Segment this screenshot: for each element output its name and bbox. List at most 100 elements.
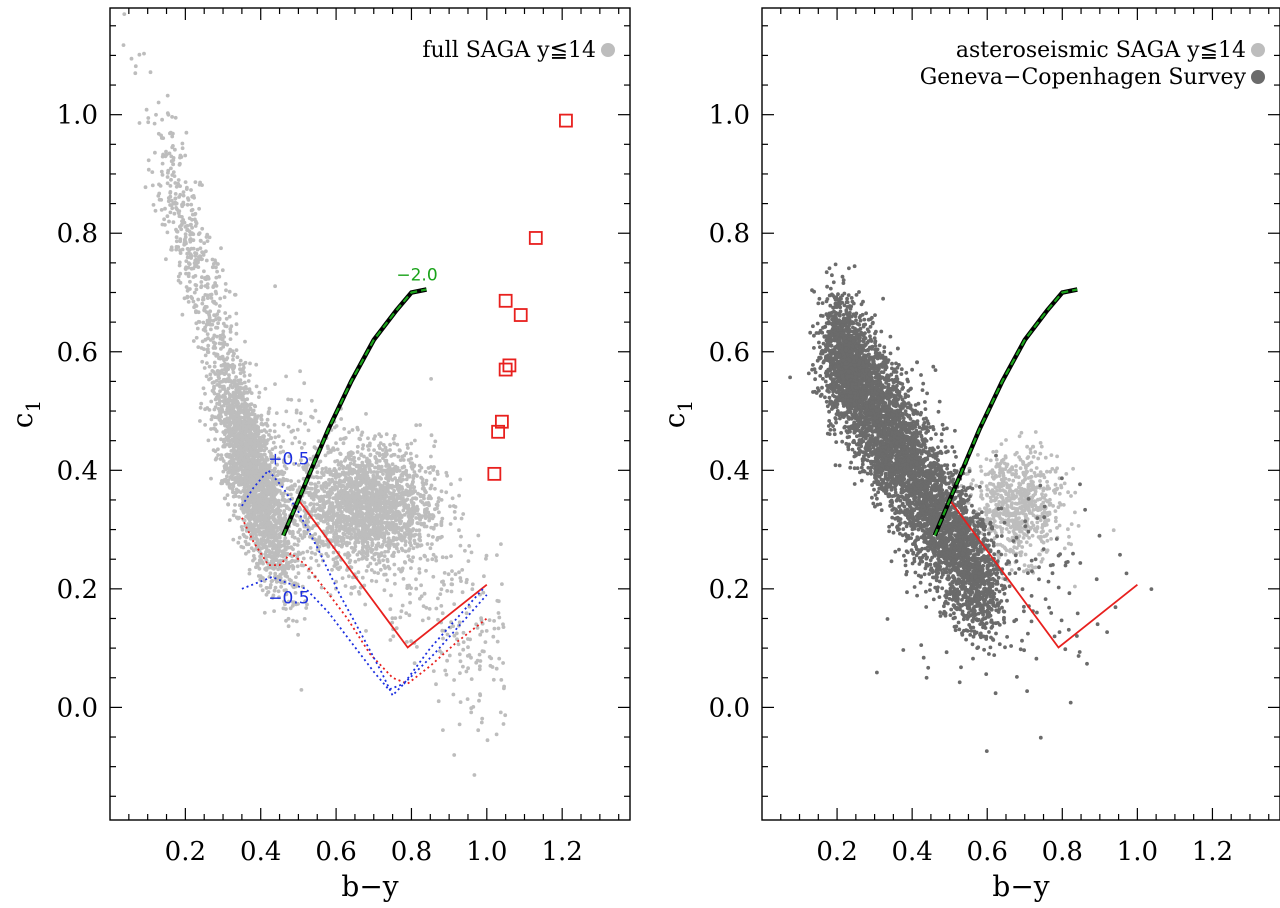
scatter-point bbox=[178, 280, 183, 285]
scatter-point bbox=[317, 535, 322, 540]
scatter-point bbox=[209, 399, 214, 404]
scatter-point bbox=[217, 409, 222, 414]
scatter-point bbox=[257, 395, 261, 399]
scatter-point bbox=[463, 548, 467, 553]
scatter-point bbox=[261, 525, 265, 530]
scatter-point bbox=[217, 274, 222, 279]
scatter-point bbox=[162, 217, 167, 222]
scatter-point bbox=[360, 575, 365, 580]
scatter-point bbox=[404, 451, 408, 456]
scatter-point bbox=[387, 495, 391, 500]
scatter-point bbox=[411, 476, 416, 481]
scatter-point bbox=[255, 488, 260, 493]
scatter-point bbox=[210, 257, 215, 262]
scatter-point bbox=[226, 351, 230, 356]
scatter-point bbox=[299, 688, 304, 692]
scatter-point bbox=[224, 316, 229, 321]
scatter-point bbox=[324, 516, 328, 520]
scatter-point bbox=[330, 477, 334, 482]
scatter-point bbox=[412, 661, 417, 666]
scatter-point bbox=[153, 150, 157, 155]
scatter-point bbox=[212, 380, 216, 385]
scatter-point bbox=[179, 223, 184, 228]
scatter-point bbox=[359, 452, 364, 457]
scatter-point bbox=[237, 445, 242, 450]
scatter-point bbox=[248, 536, 253, 541]
scatter-point bbox=[430, 557, 435, 562]
scatter-point bbox=[266, 537, 270, 542]
scatter-point bbox=[411, 533, 415, 538]
scatter-point bbox=[368, 497, 373, 502]
scatter-point bbox=[289, 492, 293, 497]
scatter-point bbox=[171, 144, 175, 148]
scatter-point bbox=[378, 544, 383, 549]
scatter-point bbox=[368, 537, 373, 541]
scatter-point bbox=[360, 446, 365, 451]
scatter-point bbox=[373, 465, 377, 470]
scatter-point bbox=[416, 512, 421, 517]
scatter-point bbox=[359, 510, 363, 515]
scatter-point bbox=[383, 526, 388, 531]
scatter-point bbox=[461, 512, 466, 516]
scatter-point bbox=[440, 611, 445, 616]
scatter-point bbox=[273, 382, 277, 386]
scatter-point bbox=[222, 403, 226, 408]
scatter-point bbox=[347, 504, 352, 509]
scatter-point bbox=[200, 275, 204, 280]
scatter-point bbox=[231, 370, 236, 375]
scatter-point bbox=[335, 504, 340, 509]
scatter-point bbox=[372, 437, 376, 441]
scatter-point bbox=[196, 319, 201, 324]
scatter-point bbox=[166, 199, 171, 204]
scatter-point bbox=[345, 482, 350, 487]
scatter-point bbox=[260, 588, 265, 593]
scatter-point bbox=[202, 366, 207, 370]
scatter-point bbox=[256, 441, 261, 445]
scatter-point bbox=[178, 271, 183, 276]
scatter-point bbox=[203, 423, 208, 427]
scatter-point bbox=[234, 475, 239, 479]
scatter-point bbox=[387, 546, 391, 551]
scatter-point bbox=[238, 490, 243, 495]
scatter-point bbox=[243, 390, 248, 395]
scatter-point bbox=[315, 470, 320, 475]
scatter-point bbox=[231, 484, 236, 489]
scatter-point bbox=[199, 401, 204, 406]
scatter-point bbox=[191, 275, 196, 279]
scatter-point bbox=[415, 474, 419, 478]
scatter-point bbox=[417, 468, 422, 473]
scatter-point bbox=[317, 419, 321, 424]
scatter-point bbox=[420, 500, 425, 505]
scatter-point bbox=[193, 251, 197, 255]
scatter-point bbox=[233, 494, 238, 498]
scatter-point bbox=[295, 582, 300, 587]
scatter-point bbox=[156, 100, 161, 105]
scatter-point bbox=[247, 465, 252, 470]
scatter-point bbox=[350, 527, 355, 532]
scatter-point bbox=[392, 572, 397, 577]
scatter-point bbox=[262, 517, 267, 522]
scatter-point bbox=[390, 494, 395, 499]
scatter-point bbox=[314, 558, 319, 563]
scatter-point bbox=[225, 342, 230, 347]
scatter-point bbox=[287, 564, 292, 569]
scatter-point bbox=[327, 477, 331, 482]
scatter-point bbox=[497, 615, 502, 620]
scatter-point bbox=[389, 454, 394, 458]
scatter-point bbox=[426, 510, 431, 515]
scatter-point bbox=[415, 521, 420, 525]
scatter-point bbox=[313, 485, 318, 490]
scatter-point bbox=[175, 229, 180, 234]
scatter-point bbox=[331, 446, 336, 450]
scatter-point bbox=[308, 486, 313, 491]
scatter-point bbox=[368, 479, 373, 483]
scatter-point bbox=[203, 277, 208, 281]
scatter-point bbox=[248, 438, 252, 443]
scatter-point bbox=[183, 266, 188, 271]
scatter-point bbox=[398, 521, 403, 526]
scatter-point bbox=[334, 528, 339, 533]
scatter-point bbox=[256, 427, 261, 432]
scatter-point bbox=[349, 532, 354, 537]
scatter-point bbox=[173, 147, 177, 152]
scatter-point bbox=[267, 433, 271, 437]
